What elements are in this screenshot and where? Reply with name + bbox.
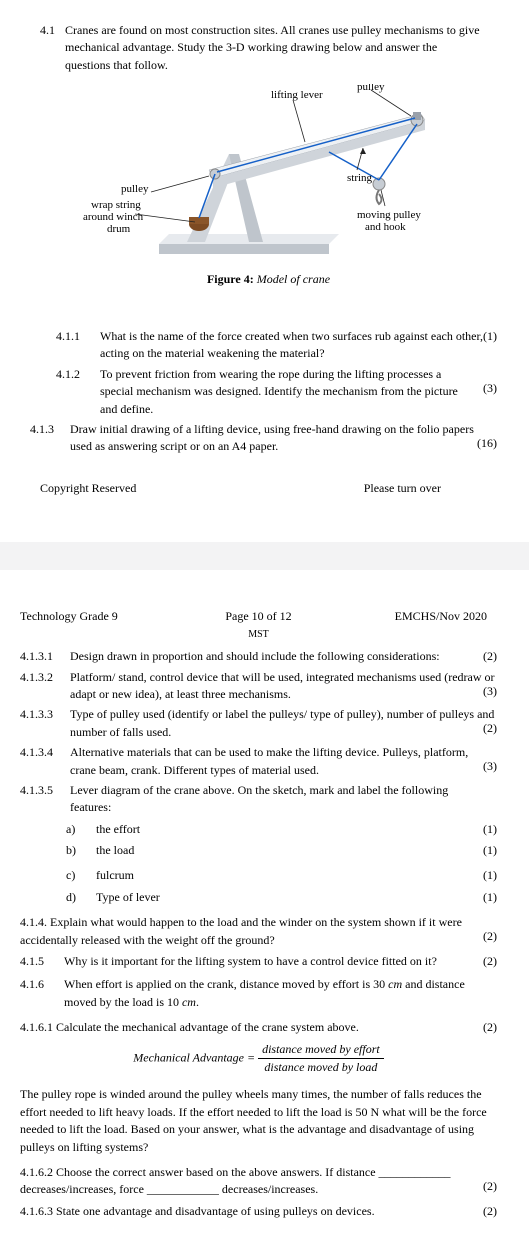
q-text: 4.1.6.2 Choose the correct answer based … xyxy=(20,1165,451,1196)
caption-italic: Model of crane xyxy=(257,272,330,286)
q-text: When effort is applied on the crank, dis… xyxy=(20,976,497,1011)
s-text: Lever diagram of the crane above. On the… xyxy=(70,783,448,814)
l-num: c) xyxy=(66,867,75,884)
formula-lhs: Mechanical Advantage = xyxy=(133,1050,258,1064)
label-string: string xyxy=(347,172,373,184)
l-text: fulcrum xyxy=(96,868,134,882)
q-4-1-4: 4.1.4. Explain what would happen to the … xyxy=(20,914,497,949)
formula: Mechanical Advantage = distance moved by… xyxy=(20,1041,497,1077)
s-num: 4.1.3.4 xyxy=(20,744,53,761)
q-marks: (16) xyxy=(477,435,497,452)
s-marks: (2) xyxy=(483,720,497,737)
q-marks: (2) xyxy=(483,928,497,945)
item-c: c) fulcrum (1) xyxy=(20,867,497,884)
formula-top: distance moved by effort xyxy=(258,1041,384,1059)
q-4-1-6-3: 4.1.6.3 State one advantage and disadvan… xyxy=(20,1203,497,1220)
l-marks: (1) xyxy=(483,867,497,884)
s-text: Design drawn in proportion and should in… xyxy=(70,649,468,663)
q-num: 4.1.5 xyxy=(20,953,62,970)
q-text: 4.1.4. Explain what would happen to the … xyxy=(20,915,462,946)
q-text: 4.1.6.3 State one advantage and disadvan… xyxy=(20,1204,375,1218)
footer-right: Please turn over xyxy=(364,480,441,497)
q-text: Why is it important for the lifting syst… xyxy=(64,954,467,968)
l-marks: (1) xyxy=(483,821,497,838)
l-num: d) xyxy=(66,889,76,906)
s-num: 4.1.3.1 xyxy=(20,648,53,665)
s-num: 4.1.3.3 xyxy=(20,706,53,723)
section-number: 4.1 xyxy=(40,22,62,39)
label-pulley-left: pulley xyxy=(121,183,149,195)
figure-4: lifting lever pulley string moving pulle… xyxy=(40,84,497,264)
q-4-1-3-1: 4.1.3.1 Design drawn in proportion and s… xyxy=(20,648,497,665)
q-marks: (2) xyxy=(483,953,497,970)
q-4-1-1: 4.1.1 What is the name of the force crea… xyxy=(40,328,497,363)
q-marks: (3) xyxy=(483,380,497,397)
q-num: 4.1.3 xyxy=(30,421,68,438)
s-num: 4.1.3.5 xyxy=(20,782,53,799)
label-lifting-lever: lifting lever xyxy=(271,89,323,101)
q-marks: (2) xyxy=(483,1019,497,1036)
q-4-1-3-3: 4.1.3.3 Type of pulley used (identify or… xyxy=(20,706,497,741)
q-text: 4.1.6.1 Calculate the mechanical advanta… xyxy=(20,1020,359,1034)
page2-header: Technology Grade 9 Page 10 of 12 EMCHS/N… xyxy=(20,608,497,624)
q-4-1-6: 4.1.6 When effort is applied on the cran… xyxy=(20,976,497,1011)
formula-fraction: distance moved by effort distance moved … xyxy=(258,1041,384,1077)
section-intro: 4.1 Cranes are found on most constructio… xyxy=(40,22,497,74)
q-marks: (2) xyxy=(483,1178,497,1195)
page-2: Technology Grade 9 Page 10 of 12 EMCHS/N… xyxy=(0,588,529,1244)
header-sub: MST xyxy=(20,628,497,643)
para-text: The pulley rope is winded around the pul… xyxy=(20,1087,487,1153)
footer-left: Copyright Reserved xyxy=(40,480,136,497)
l-num: b) xyxy=(66,842,76,859)
item-b: b) the load (1) xyxy=(20,842,497,859)
q-4-1-6-2: 4.1.6.2 Choose the correct answer based … xyxy=(20,1164,497,1199)
s-text: Alternative materials that can be used t… xyxy=(70,745,468,776)
formula-bot: distance moved by load xyxy=(258,1059,384,1076)
q-num: 4.1.1 xyxy=(56,328,98,345)
l-text: Type of lever xyxy=(96,890,160,904)
l-text: the effort xyxy=(96,822,140,836)
q-marks: (2) xyxy=(483,1203,497,1220)
q-4-1-3-2: 4.1.3.2 Platform/ stand, control device … xyxy=(20,669,497,704)
section-text: Cranes are found on most construction si… xyxy=(65,22,485,74)
l-num: a) xyxy=(66,821,75,838)
s-marks: (3) xyxy=(483,758,497,775)
item-a: a) the effort (1) xyxy=(20,821,497,838)
q-marks: (1) xyxy=(483,328,497,345)
q-4-1-3-5: 4.1.3.5 Lever diagram of the crane above… xyxy=(20,782,497,817)
s-marks: (3) xyxy=(483,683,497,700)
page-gap xyxy=(0,542,529,570)
page-1: 4.1 Cranes are found on most constructio… xyxy=(0,0,529,516)
q-4-1-2: 4.1.2 To prevent friction from wearing t… xyxy=(40,366,497,418)
pulley-paragraph: The pulley rope is winded around the pul… xyxy=(20,1086,497,1156)
q-num: 4.1.2 xyxy=(56,366,98,383)
label-pulley-top: pulley xyxy=(357,84,385,93)
figure-caption: Figure 4: Model of crane xyxy=(40,271,497,288)
label-moving-pulley: moving pulley and hook xyxy=(357,209,424,233)
s-text: Type of pulley used (identify or label t… xyxy=(70,707,494,738)
s-num: 4.1.3.2 xyxy=(20,669,53,686)
l-text: the load xyxy=(96,843,134,857)
q-4-1-6-1: 4.1.6.1 Calculate the mechanical advanta… xyxy=(20,1019,497,1036)
q-num: 4.1.6 xyxy=(20,976,62,993)
s-marks: (2) xyxy=(483,648,497,665)
l-marks: (1) xyxy=(483,889,497,906)
s-text: Platform/ stand, control device that wil… xyxy=(70,670,495,701)
q-4-1-3-4: 4.1.3.4 Alternative materials that can b… xyxy=(20,744,497,779)
q-4-1-3: 4.1.3 Draw initial drawing of a lifting … xyxy=(40,421,497,456)
item-d: d) Type of lever (1) xyxy=(20,889,497,906)
q-text: To prevent friction from wearing the rop… xyxy=(56,366,497,418)
l-marks: (1) xyxy=(483,842,497,859)
page-footer: Copyright Reserved Please turn over xyxy=(40,480,497,496)
header-left: Technology Grade 9 xyxy=(20,608,118,625)
caption-bold: Figure 4: xyxy=(207,272,254,286)
label-wrap: wrap string around winch drum xyxy=(83,199,146,235)
header-right: EMCHS/Nov 2020 xyxy=(395,608,487,625)
q-text: What is the name of the force created wh… xyxy=(100,329,483,360)
q-4-1-5: 4.1.5 Why is it important for the liftin… xyxy=(20,953,497,970)
q-text: Draw initial drawing of a lifting device… xyxy=(70,422,474,453)
